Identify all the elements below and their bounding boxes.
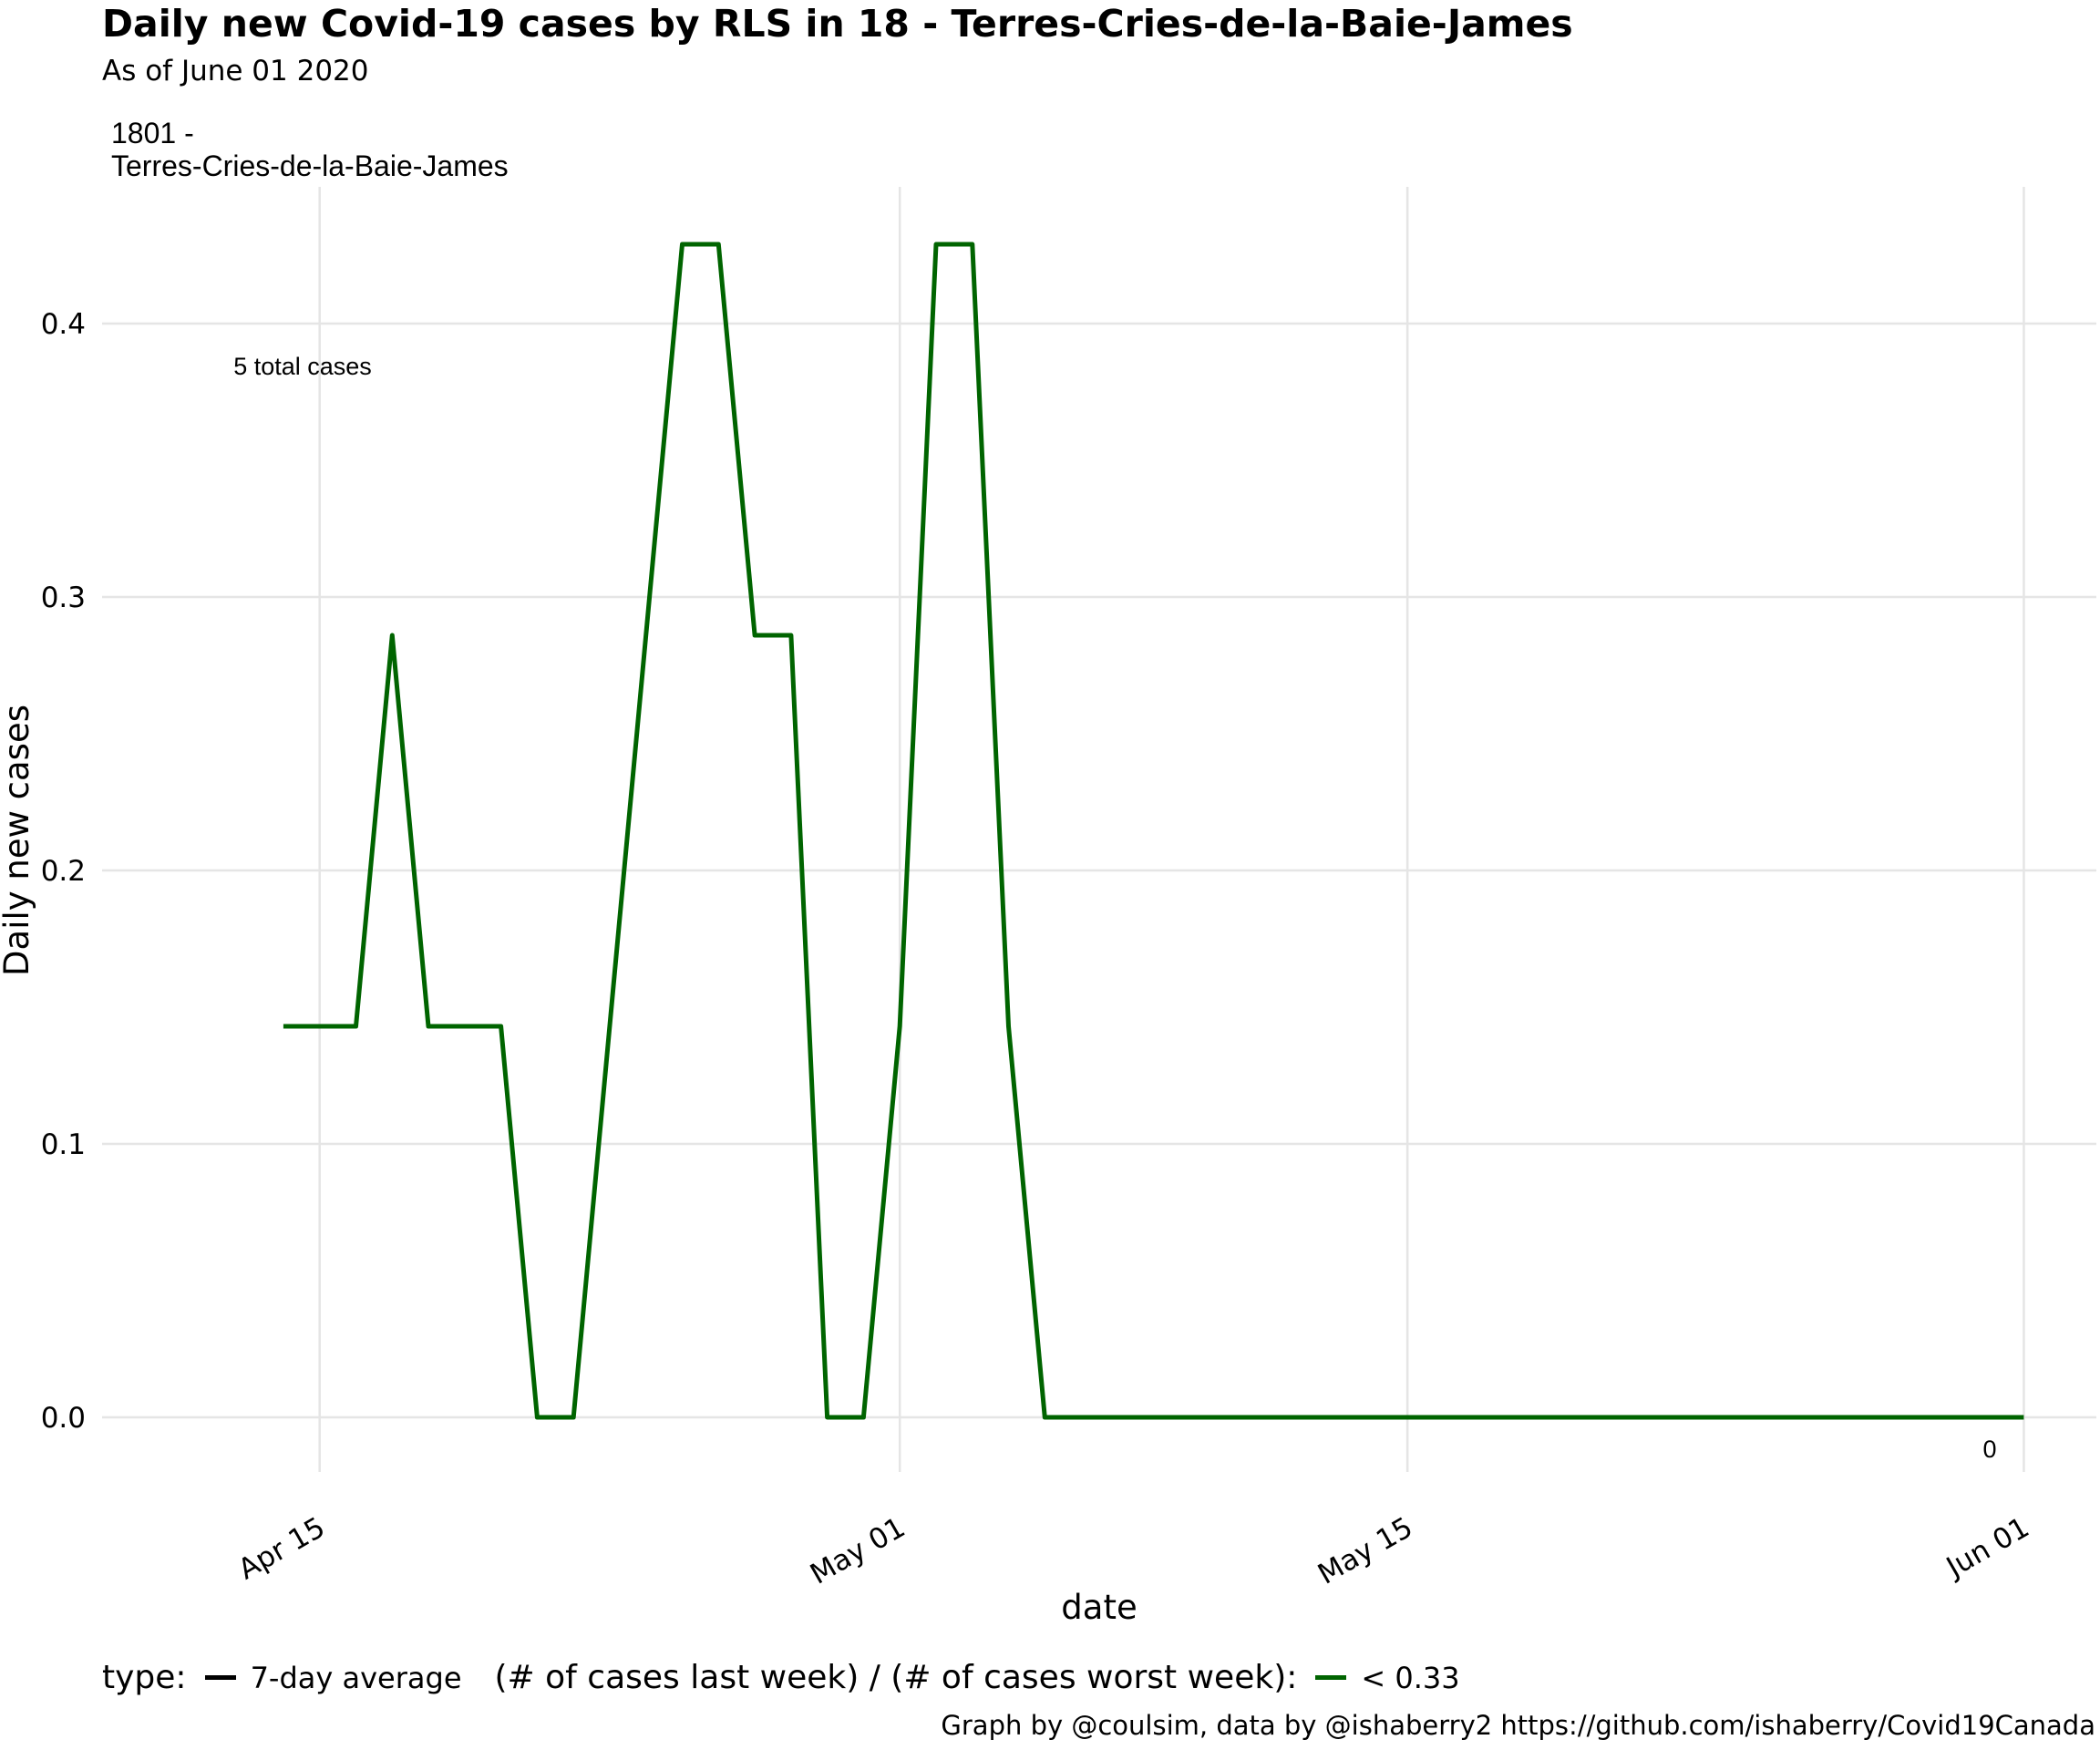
- x-axis-ticks: Apr 15 May 01 May 15 Jun 01: [233, 1511, 2035, 1591]
- legend-ratio-key: [1315, 1675, 1347, 1680]
- y-tick-label: 0.0: [41, 1402, 86, 1435]
- legend-ratio-title: (# of cases last week) / (# of cases wor…: [494, 1659, 1298, 1696]
- legend-type-item: 7-day average: [250, 1660, 462, 1695]
- chart-subtitle: As of June 01 2020: [102, 55, 369, 88]
- x-tick-label: May 15: [1312, 1511, 1418, 1591]
- legend-type-key: [204, 1675, 236, 1680]
- y-tick-label: 0.4: [41, 308, 86, 341]
- y-tick-label: 0.1: [41, 1128, 86, 1161]
- legend-ratio-item: < 0.33: [1361, 1660, 1460, 1695]
- total-cases-annotation: 5 total cases: [233, 353, 372, 380]
- x-tick-label: May 01: [805, 1511, 911, 1591]
- y-axis-ticks: 0.0 0.1 0.2 0.3 0.4: [41, 308, 86, 1435]
- y-tick-label: 0.3: [41, 582, 86, 614]
- facet-label-line2: Terres-Cries-de-la-Baie-James: [111, 149, 509, 182]
- facet-label-line1: 1801 -: [111, 117, 194, 149]
- facet-label: 1801 - Terres-Cries-de-la-Baie-James: [111, 117, 509, 182]
- gridlines: [102, 187, 2096, 1472]
- y-tick-label: 0.2: [41, 855, 86, 888]
- caption: Graph by @coulsim, data by @ishaberry2 h…: [941, 1710, 2095, 1741]
- legend: type: 7-day average (# of cases last wee…: [102, 1659, 1460, 1696]
- legend-type-title: type:: [102, 1659, 187, 1696]
- series-line: [283, 242, 2024, 1420]
- chart-title: Daily new Covid-19 cases by RLS in 18 - …: [102, 2, 1573, 46]
- x-tick-label: Apr 15: [233, 1511, 331, 1587]
- x-tick-label: Jun 01: [1940, 1511, 2034, 1585]
- end-value-label: 0: [1982, 1436, 1996, 1463]
- y-axis-title: Daily new cases: [0, 705, 36, 976]
- x-axis-title: date: [1061, 1588, 1137, 1627]
- series-layer: [283, 242, 2024, 1420]
